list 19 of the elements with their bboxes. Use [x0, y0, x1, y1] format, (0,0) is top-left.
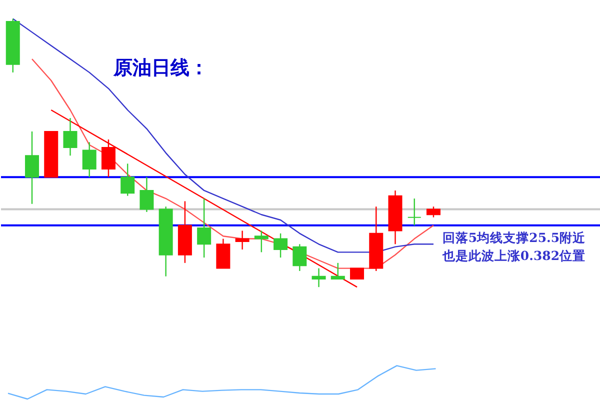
candlestick [312, 268, 326, 288]
candlestick [407, 198, 422, 226]
candlestick [274, 232, 288, 258]
candlestick [330, 262, 345, 280]
candlestick [82, 142, 96, 178]
candlestick [426, 206, 440, 218]
candlestick [254, 230, 268, 253]
text: 原油日线： [112, 57, 208, 79]
candlestick [197, 198, 212, 258]
candlestick [140, 176, 154, 213]
candlestick [63, 117, 78, 156]
candlestick [101, 138, 116, 178]
candlestick [25, 130, 39, 204]
candlestick [120, 163, 135, 196]
annotation: 回落5均线支撑25.5附近 [442, 230, 587, 245]
annotation: 也是此波上涨0.382位置 [441, 248, 586, 263]
candlestick [235, 230, 250, 250]
candlestick [350, 268, 364, 280]
candlestick [292, 244, 307, 272]
